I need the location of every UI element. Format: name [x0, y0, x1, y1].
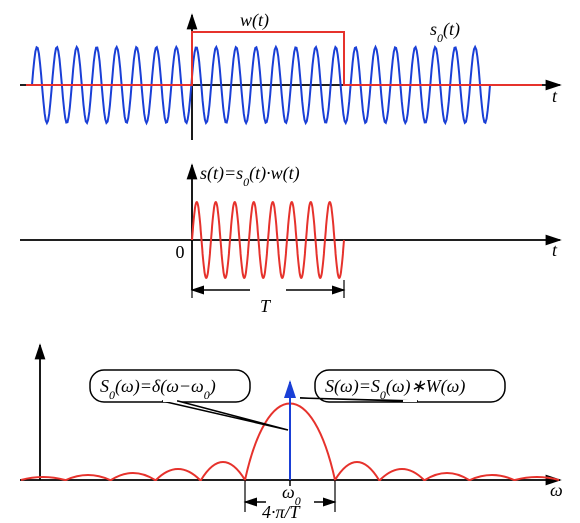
axis-label-omega: ω: [550, 480, 563, 500]
label-zero: 0: [176, 242, 185, 262]
diagram-canvas: w(t)s0(t)ts(t)=s0(t)·w(t)0TtS0(ω)=δ(ω−ω0…: [0, 0, 580, 523]
label-width: 4·π/T: [262, 502, 302, 522]
label-s-t: s(t)=s0(t)·w(t): [200, 163, 300, 189]
axis-label-t1: t: [552, 86, 558, 106]
label-T: T: [260, 296, 272, 316]
window-outline: [26, 32, 542, 85]
label-s0-t: s0(t): [430, 19, 460, 45]
axis-label-t2: t: [552, 240, 558, 260]
label-w-t: w(t): [240, 10, 269, 31]
